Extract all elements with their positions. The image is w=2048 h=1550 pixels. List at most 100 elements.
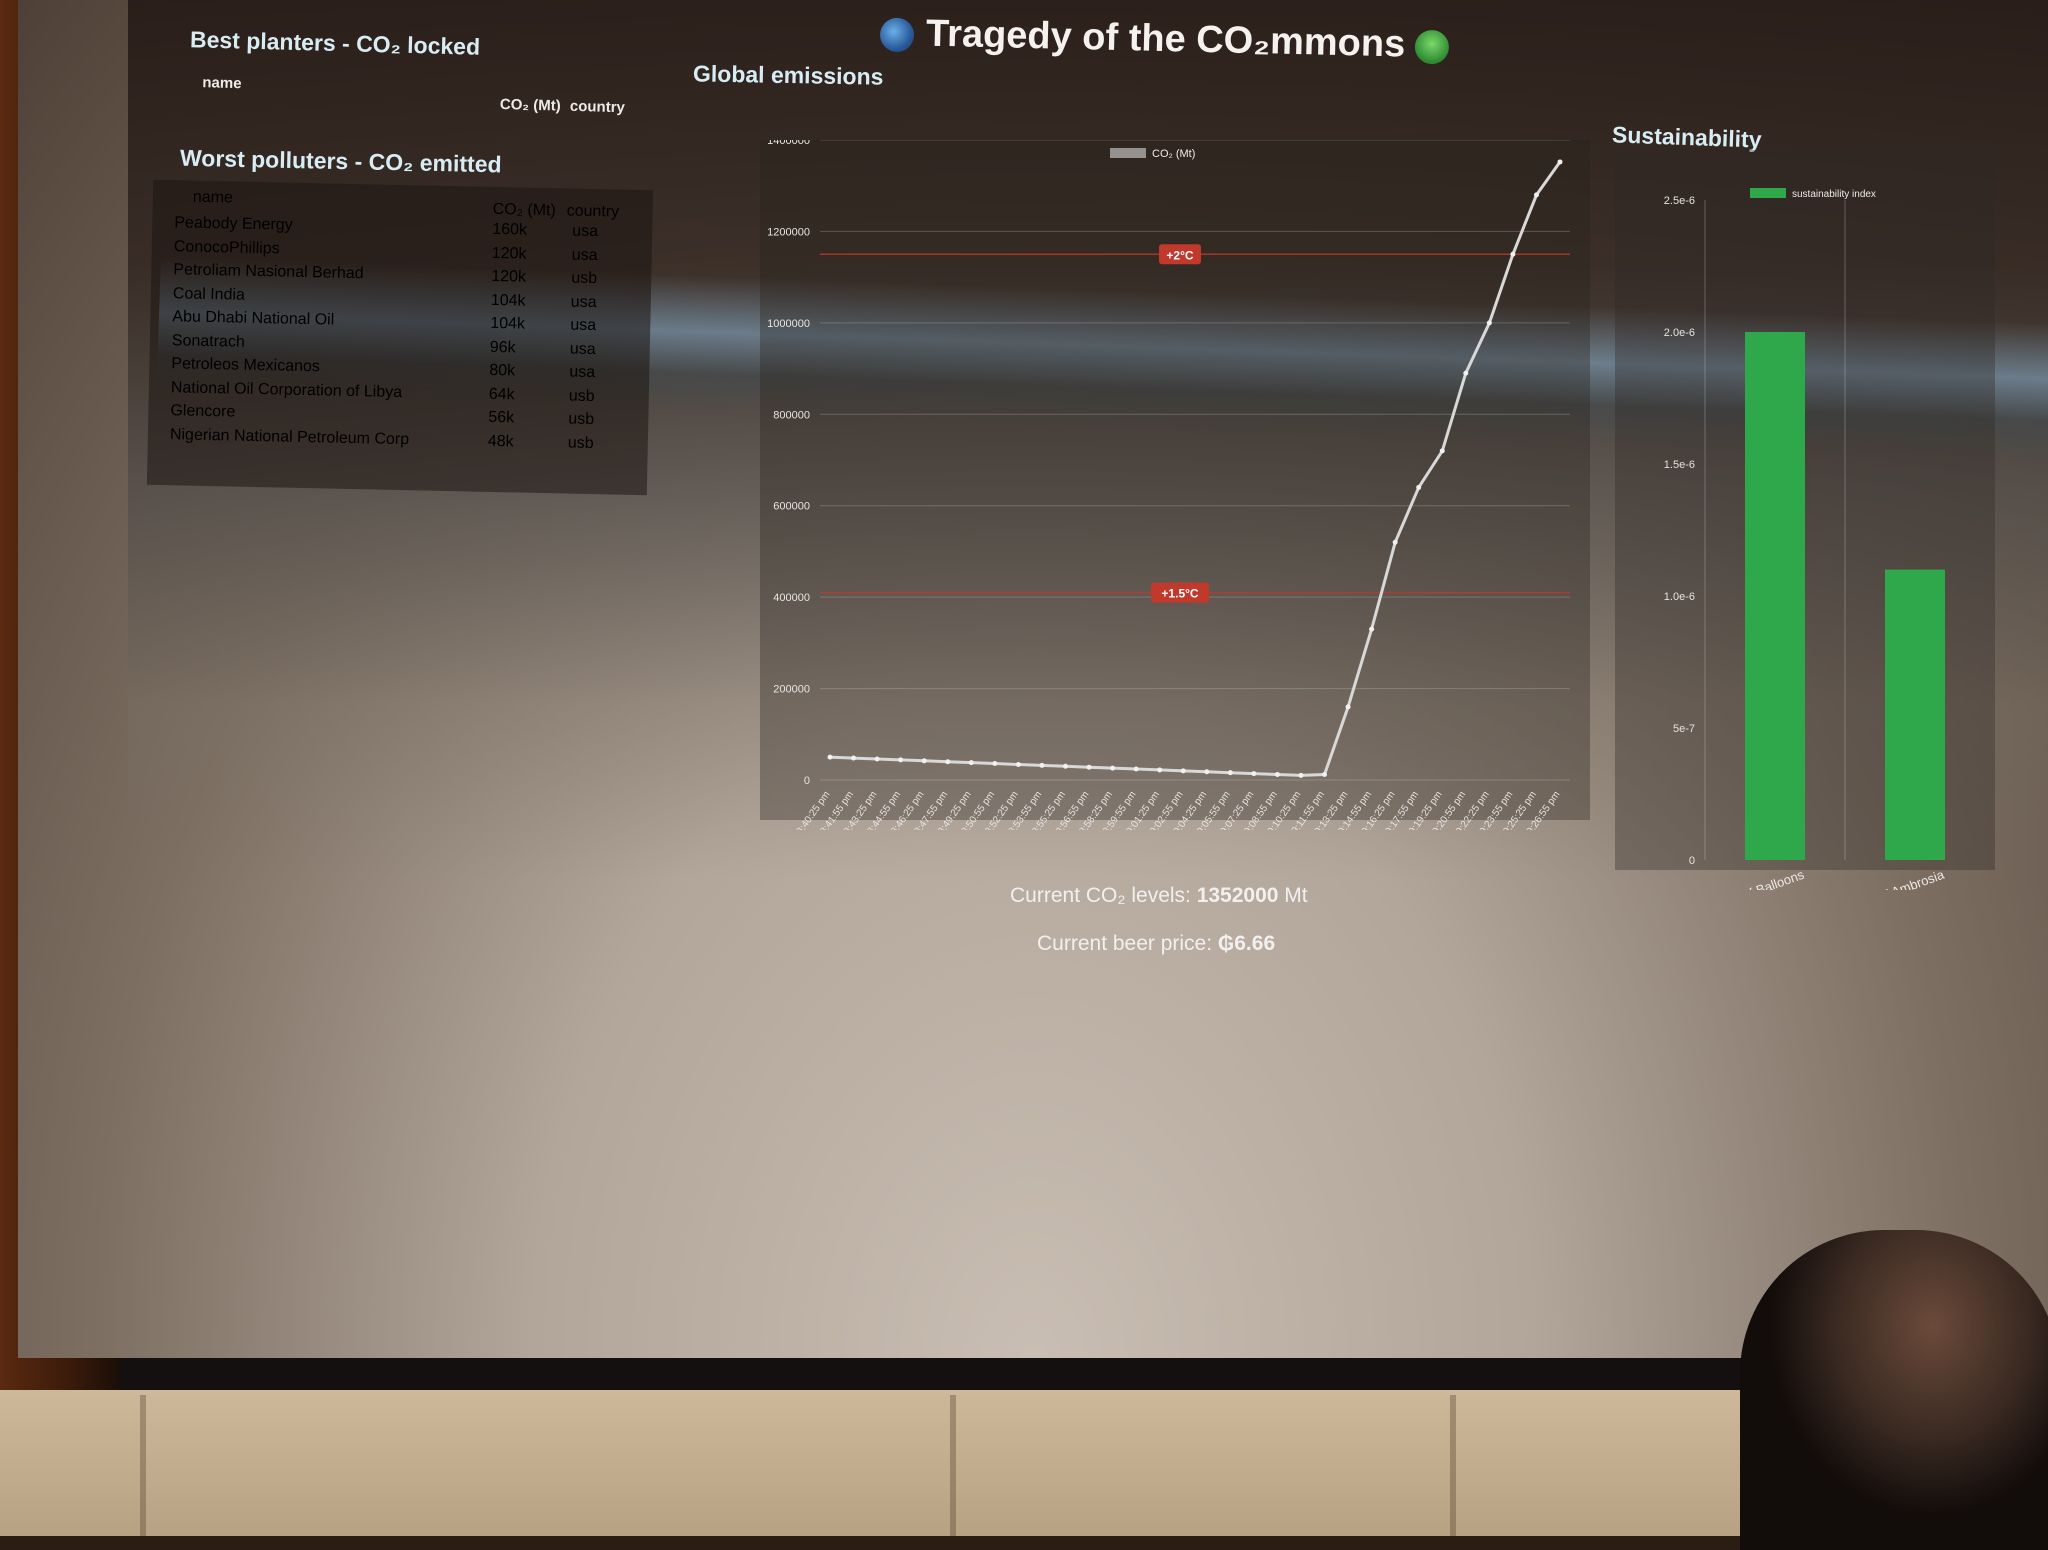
y-tick-label: 1.5e-6 [1664,459,1695,471]
polluter-co2: 160k [492,220,528,239]
co2-data-point [898,757,904,763]
co2-data-point [1557,159,1563,165]
co2-data-point [1039,762,1045,768]
curtain-fold [140,1395,146,1536]
curtain-fold [950,1395,956,1536]
polluter-co2: 120k [491,267,527,286]
co2-data-point [1392,539,1398,545]
x-category-label: United States of Ambrosia [1800,866,1947,890]
polluters-col-name: name [192,188,234,207]
polluter-country: usb [568,410,595,429]
y-tick-label: 1000000 [767,318,810,330]
co2-data-point [874,756,880,762]
co2-data-point [1086,764,1092,770]
polluter-name: Abu Dhabi National Oil [172,308,335,329]
co2-data-point [945,759,951,765]
co2-data-point [1439,448,1445,454]
sustainability-chart-panel: 0 5e-7 1.0e-6 1.5e-6 2.0e-6 2.5e-6 sustainabil… [1615,150,1995,932]
curtain-fold [1450,1395,1456,1536]
polluter-country: usa [570,293,597,311]
polluter-name: Peabody Energy [174,214,293,234]
polluter-country: usa [571,246,598,264]
y-tick-label: 800000 [773,409,810,421]
threshold-badge [1159,244,1201,265]
threshold-badge [1151,582,1209,603]
globe-icon [879,17,915,53]
co2-data-point [1322,772,1328,778]
polluter-country: usa [569,363,596,382]
stage-curtain [0,1390,2048,1536]
polluter-country: usb [568,387,595,405]
co2-data-point [1110,765,1116,771]
threshold-label: +2°C [1166,248,1193,262]
sustainability-chart: 0 5e-7 1.0e-6 1.5e-6 2.0e-6 2.5e-6 sustainabil… [1664,188,1947,932]
planters-col-name: name [202,74,242,93]
y-tick-label: 600000 [773,501,810,513]
co2-data-point [1345,704,1351,710]
polluter-country: usb [567,434,594,452]
co2-data-point [851,755,857,761]
y-tick-label: 1400000 [767,140,810,147]
emissions-title: Global emissions [692,60,884,90]
co2-data-point [1157,767,1163,773]
polluters-col-co2: CO₂ (Mt) [492,200,556,220]
audience-person [1740,1230,2048,1550]
co2-data-point [1510,251,1516,257]
y-tick-label: 2.5e-6 [1664,195,1695,207]
emissions-chart: 0 200000 400000 600000 800000 1000000 1200000 1… [767,135,1570,837]
current-co2-label: Current CO₂ levels: [1010,884,1197,907]
polluter-country: usa [570,316,597,335]
x-category-label: United States of Balloons [1664,867,1807,890]
y-tick-label: 2.0e-6 [1664,327,1695,339]
co2-data-point [1180,768,1186,774]
co2-data-point [1486,320,1492,326]
polluter-co2: 56k [488,408,515,427]
polluter-name: Petroliam Nasional Berhad [173,261,364,283]
polluter-co2: 120k [491,244,527,263]
polluter-country: usa [569,340,596,358]
y-tick-label: 5e-7 [1673,723,1695,735]
beer-price-value: ₲6.66 [1217,932,1276,955]
polluters-table: name CO₂ (Mt) country Peabody Energy 160k… [146,179,654,496]
polluter-co2: 48k [487,432,514,450]
co2-series-line [829,161,1562,777]
co2-data-point [968,760,974,766]
polluter-country: usb [571,269,598,288]
polluter-co2: 104k [490,314,526,333]
co2-data-point [1463,370,1469,376]
current-co2-value: 1352000 [1196,884,1279,907]
planters-col-co2: CO₂ (Mt) [499,95,561,115]
legend-label: CO₂ (Mt) [1152,148,1195,160]
polluter-co2: 104k [490,291,526,310]
sustainability-bar [1885,569,1945,860]
co2-data-point [1251,771,1257,777]
polluter-name: ConocoPhillips [173,237,280,257]
emissions-chart-panel: 0 200000 400000 600000 800000 1000000 1200000 1… [760,135,1590,837]
y-tick-label: 0 [804,775,810,787]
polluter-name: National Oil Corporation of Libya [170,378,403,401]
threshold-label: +1.5°C [1161,587,1198,601]
co2-data-point [1227,770,1233,776]
y-tick-label: 400000 [773,592,810,604]
planters-col-country: country [569,97,626,117]
y-tick-label: 200000 [773,684,810,696]
polluter-name: Glencore [170,402,236,421]
polluter-co2: 96k [489,338,516,356]
co2-data-point [1274,772,1280,778]
polluter-co2: 80k [489,361,516,380]
sustainability-title: Sustainability [1611,121,1762,153]
co2-data-point [1204,769,1210,775]
co2-data-point [921,758,927,764]
polluter-co2: 64k [488,385,515,403]
polluter-name: Petroleos Mexicanos [171,355,321,376]
legend-label: sustainability index [1792,189,1876,200]
y-tick-label: 1200000 [767,226,810,238]
sustainability-bar [1745,332,1805,860]
beer-price-metric: Current beer price: ₲6.66 [1037,932,1275,956]
co2-data-point [1298,772,1304,778]
co2-data-point [1369,626,1375,632]
current-co2-unit: Mt [1278,884,1308,907]
legend-swatch [1110,148,1146,158]
co2-data-point [1133,766,1139,772]
tree-icon [1414,29,1450,65]
